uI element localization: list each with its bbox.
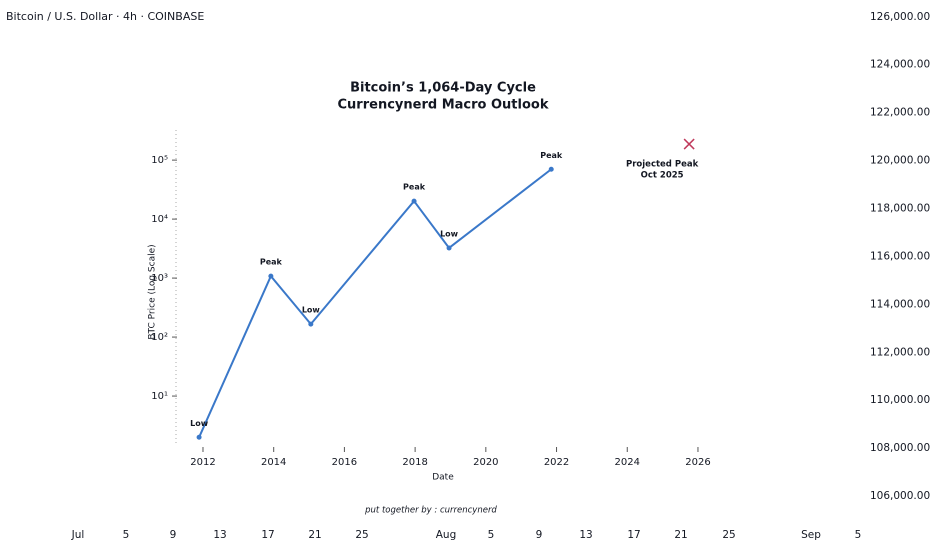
x-tick-label: 2014 xyxy=(261,457,286,468)
x-tick-label: 2020 xyxy=(473,457,498,468)
x-tick-label: 2016 xyxy=(332,457,357,468)
x-tick-label: 5 xyxy=(855,529,862,541)
point-label: Peak xyxy=(540,151,563,160)
x-tick-label: 21 xyxy=(674,529,687,541)
x-tick-label: 2022 xyxy=(544,457,569,468)
y-tick-label: 122,000.00 xyxy=(870,107,930,119)
point-label: Low xyxy=(190,419,209,428)
x-tick-label: 21 xyxy=(308,529,321,541)
x-tick-label: Jul xyxy=(71,529,85,541)
symbol-title: Bitcoin / U.S. Dollar · 4h · COINBASE xyxy=(6,10,204,23)
y-tick-label: 108,000.00 xyxy=(870,442,930,454)
projected-marker xyxy=(683,138,695,150)
point-label: Low xyxy=(440,229,459,238)
y-tick-label: 112,000.00 xyxy=(870,346,930,358)
x-tick-label: 13 xyxy=(579,529,592,541)
x-tick-label: 2018 xyxy=(402,457,427,468)
x-tick-label: 2012 xyxy=(190,457,215,468)
point-label: Peak xyxy=(260,258,283,267)
y-tick-label: 10⁵ xyxy=(151,155,168,166)
x-tick-label: 17 xyxy=(261,529,274,541)
x-tick-label: 13 xyxy=(213,529,226,541)
y-tick-label: 110,000.00 xyxy=(870,394,930,406)
y-tick-label: 126,000.00 xyxy=(870,11,930,23)
credit: put together by : currencynerd xyxy=(364,506,497,516)
y-tick-label: 106,000.00 xyxy=(870,490,930,502)
x-tick-label: 9 xyxy=(536,529,543,541)
point xyxy=(548,166,554,172)
price-line xyxy=(198,168,552,438)
y-tick-label: 10³ xyxy=(151,273,168,284)
point xyxy=(446,245,452,251)
x-tick-label: 9 xyxy=(170,529,177,541)
x-tick-label: 25 xyxy=(355,529,368,541)
chart-subtitle: Currencynerd Macro Outlook xyxy=(338,98,549,113)
y-tick-label: 10² xyxy=(151,332,168,343)
projected-label: Oct 2025 xyxy=(641,171,684,181)
y-tick-label: 120,000.00 xyxy=(870,155,930,167)
y-axis-label: BTC Price (Log Scale) xyxy=(148,244,158,339)
x-tick-label: Aug xyxy=(436,529,457,541)
projected-label: Projected Peak xyxy=(626,160,699,170)
x-axis-label: Date xyxy=(432,473,454,483)
y-tick-label: 10¹ xyxy=(151,391,168,402)
y-tick-label: 118,000.00 xyxy=(870,202,930,214)
y-tick-label: 116,000.00 xyxy=(870,250,930,262)
y-tick-label: 124,000.00 xyxy=(870,59,930,71)
point xyxy=(411,198,417,204)
x-tick-label: 5 xyxy=(488,529,495,541)
point xyxy=(196,434,202,440)
x-tick-label: 25 xyxy=(722,529,735,541)
point xyxy=(268,273,274,279)
x-tick-label: Sep xyxy=(801,529,821,541)
y-tick-label: 114,000.00 xyxy=(870,298,930,310)
x-tick-label: 5 xyxy=(123,529,130,541)
x-tick-label: 2024 xyxy=(615,457,640,468)
point-label: Low xyxy=(302,306,321,315)
y-tick-label: 10⁴ xyxy=(151,214,168,225)
x-tick-label: 2026 xyxy=(685,457,710,468)
point-label: Peak xyxy=(403,183,426,192)
x-tick-label: 17 xyxy=(627,529,640,541)
point xyxy=(308,321,314,327)
chart-title: Bitcoin’s 1,064-Day Cycle xyxy=(350,81,536,96)
